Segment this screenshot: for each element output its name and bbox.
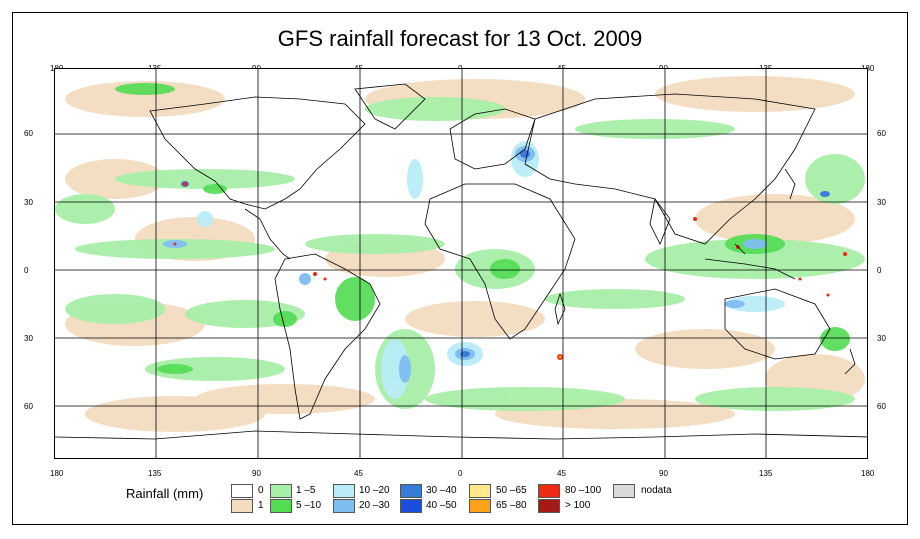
- rainfall-map: [54, 68, 868, 459]
- lon-tick-bottom: 180: [861, 469, 875, 478]
- graticule: [55, 69, 867, 458]
- lon-tick-bottom: 180: [50, 469, 64, 478]
- lat-tick-left: 30: [24, 198, 33, 207]
- legend-text: 1 –5: [296, 485, 316, 496]
- lat-tick-right: 30: [877, 334, 886, 343]
- legend-text: 0: [258, 485, 264, 496]
- rain-50-80mm-spots: [558, 355, 562, 359]
- lon-tick-bottom: 90: [252, 469, 261, 478]
- legend-label: Rainfall (mm): [126, 486, 204, 501]
- continent-outlines: [55, 83, 867, 440]
- lon-tick-bottom: 135: [148, 469, 162, 478]
- map-title: GFS rainfall forecast for 13 Oct. 2009: [277, 26, 643, 51]
- lon-tick-bottom: 135: [759, 469, 773, 478]
- figure-frame: [12, 12, 908, 525]
- lat-tick-right: 30: [877, 198, 886, 207]
- legend-text: 5 –10: [296, 500, 322, 511]
- legend-text: 40 –50: [426, 500, 457, 511]
- legend-swatch-2: [270, 484, 292, 498]
- lon-tick-bottom: 0: [458, 469, 463, 478]
- legend-swatch-8: [469, 484, 491, 498]
- lat-tick-left: 60: [24, 402, 33, 411]
- legend-swatch-5: [333, 499, 355, 513]
- lat-tick-right: 0: [877, 266, 882, 275]
- legend-swatch-9: [469, 499, 491, 513]
- lat-tick-left: 60: [24, 129, 33, 138]
- lat-tick-right: 60: [877, 129, 886, 138]
- lon-tick-bottom: 90: [659, 469, 668, 478]
- legend-swatch-1: [231, 499, 253, 513]
- legend-swatch-3: [270, 499, 292, 513]
- legend-text: nodata: [641, 485, 672, 496]
- legend-text: 65 –80: [496, 500, 527, 511]
- lat-tick-right: 60: [877, 402, 886, 411]
- legend-swatch-0: [231, 484, 253, 498]
- legend-text: 10 –20: [359, 485, 390, 496]
- lat-tick-left: 0: [24, 266, 29, 275]
- lon-tick-bottom: 45: [354, 469, 363, 478]
- legend-text: 20 –30: [359, 500, 390, 511]
- legend-swatch-12: [613, 484, 635, 498]
- legend-text: 80 –100: [565, 485, 602, 496]
- legend-text: 1: [258, 500, 264, 511]
- legend-swatch-11: [538, 499, 560, 513]
- legend-swatch-4: [333, 484, 355, 498]
- legend-text: 30 –40: [426, 485, 457, 496]
- legend-swatch-7: [400, 499, 422, 513]
- rain-30-50mm-areas: [181, 150, 830, 357]
- lon-tick-bottom: 45: [557, 469, 566, 478]
- legend-swatch-6: [400, 484, 422, 498]
- lat-tick-left: 30: [24, 334, 33, 343]
- legend-text: 50 –65: [496, 485, 527, 496]
- legend-swatch-10: [538, 484, 560, 498]
- legend-text: > 100: [565, 500, 591, 511]
